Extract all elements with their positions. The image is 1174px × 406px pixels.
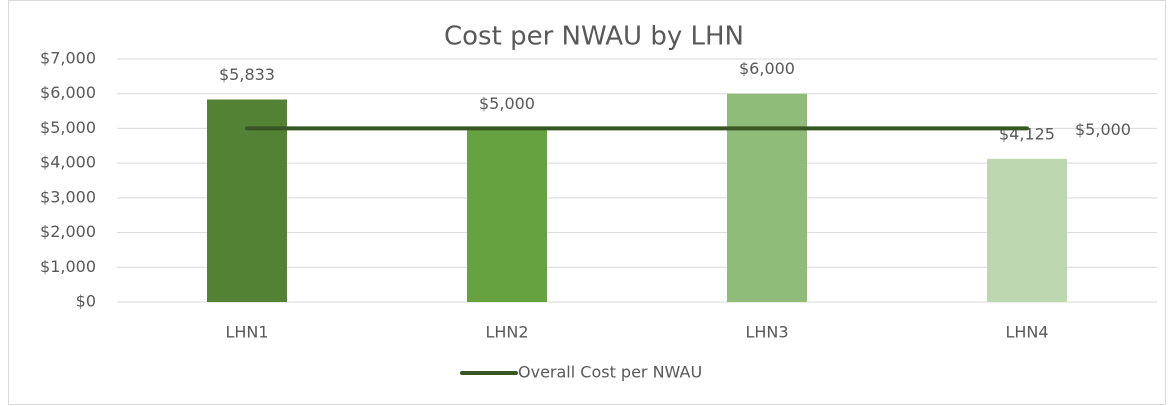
- y-tick-label: $5,000: [40, 118, 96, 137]
- x-tick-label: LHN4: [1005, 323, 1048, 342]
- data-label: $5,833: [219, 65, 275, 84]
- bar: [207, 99, 287, 303]
- y-tick-label: $6,000: [40, 83, 96, 102]
- y-tick-label: $0: [76, 292, 96, 311]
- x-tick-label: LHN1: [225, 323, 268, 342]
- bar: [987, 158, 1067, 302]
- y-tick-label: $7,000: [40, 49, 96, 68]
- y-tick-label: $4,000: [40, 153, 96, 172]
- data-label: $5,000: [1075, 120, 1131, 139]
- y-tick-label: $3,000: [40, 187, 96, 206]
- x-tick-label: LHN3: [745, 323, 788, 342]
- data-label: $6,000: [739, 59, 795, 78]
- bar: [727, 93, 807, 302]
- chart-frame: [8, 0, 1166, 405]
- chart-title: Cost per NWAU by LHN: [444, 22, 744, 52]
- legend-label: Overall Cost per NWAU: [518, 363, 702, 382]
- x-tick-label: LHN2: [485, 323, 528, 342]
- y-tick-label: $2,000: [40, 222, 96, 241]
- data-label: $5,000: [479, 94, 535, 113]
- bar: [467, 128, 547, 302]
- y-tick-label: $1,000: [40, 257, 96, 276]
